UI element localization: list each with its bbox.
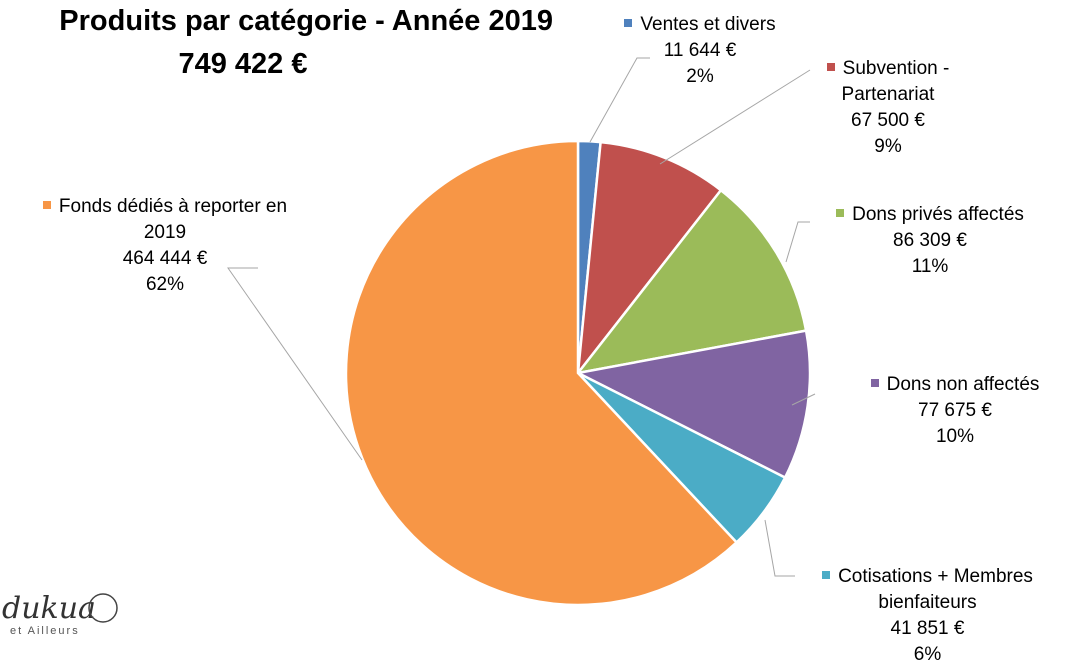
category-label: Dons non affectés <box>886 374 1040 395</box>
category-label: Fonds dédiés à reporter en 2019 <box>58 196 288 243</box>
leader-line <box>589 57 650 143</box>
data-label: Subvention - Partenariat 67 500 € 9% <box>798 56 978 160</box>
legend-entry: Ventes et divers <box>600 12 800 38</box>
data-label: Ventes et divers 11 644 € 2% <box>600 12 800 90</box>
value-label: 464 444 € <box>122 248 208 269</box>
logo-name: dukua <box>2 591 96 626</box>
category-label: Ventes et divers <box>640 14 776 35</box>
chart-subtitle: 749 422 € <box>178 48 307 80</box>
legend-swatch <box>836 209 845 217</box>
legend-swatch <box>870 379 879 387</box>
leader-line <box>785 221 810 263</box>
leader-line <box>791 393 816 406</box>
pie-slice <box>576 140 723 378</box>
percent-label: 6% <box>913 644 942 665</box>
leader-line <box>659 69 811 165</box>
pie-slice <box>574 329 812 480</box>
logo-icon <box>88 593 118 623</box>
legend-entry: Subvention - Partenariat <box>798 56 978 108</box>
data-label: Dons non affectés 77 675 € 10% <box>835 372 1069 450</box>
legend-swatch <box>826 63 835 71</box>
legend-swatch <box>42 201 51 209</box>
data-label: Fonds dédiés à reporter en 2019 464 444 €… <box>30 194 300 298</box>
value-label: 67 500 € <box>851 110 925 131</box>
pie-slice <box>574 188 808 375</box>
percent-label: 2% <box>686 66 714 87</box>
leader-line <box>764 519 795 577</box>
percent-label: 9% <box>874 136 902 157</box>
leader-line <box>227 267 363 461</box>
chart-title: Produits par catégorie - Année 2019 <box>59 5 553 37</box>
value-label: 77 675 € <box>918 400 992 421</box>
pie-slice <box>344 139 739 607</box>
percent-label: 10% <box>935 426 975 447</box>
category-label: Cotisations + Membres bienfaiteurs <box>838 566 1033 613</box>
legend-entry: Dons non affectés <box>835 372 1069 398</box>
percent-label: 11% <box>911 256 949 277</box>
legend-entry: Dons privés affectés <box>800 202 1060 228</box>
value-label: 86 309 € <box>893 230 967 251</box>
data-label: Cotisations + Membres bienfaiteurs 41 851… <box>795 564 1060 665</box>
legend-entry: Cotisations + Membres bienfaiteurs <box>795 564 1060 616</box>
legend-entry: Fonds dédiés à reporter en 2019 <box>30 194 300 246</box>
category-label: Subvention - Partenariat <box>841 58 950 105</box>
category-label: Dons privés affectés <box>852 204 1024 225</box>
data-label: Dons privés affectés 86 309 € 11% <box>800 202 1060 280</box>
percent-label: 62% <box>145 274 185 295</box>
legend-swatch <box>822 571 831 579</box>
legend-swatch <box>624 19 633 27</box>
value-label: 11 644 € <box>663 40 737 61</box>
value-label: 41 851 € <box>890 618 965 639</box>
logo-subtitle: et Ailleurs <box>10 625 80 637</box>
